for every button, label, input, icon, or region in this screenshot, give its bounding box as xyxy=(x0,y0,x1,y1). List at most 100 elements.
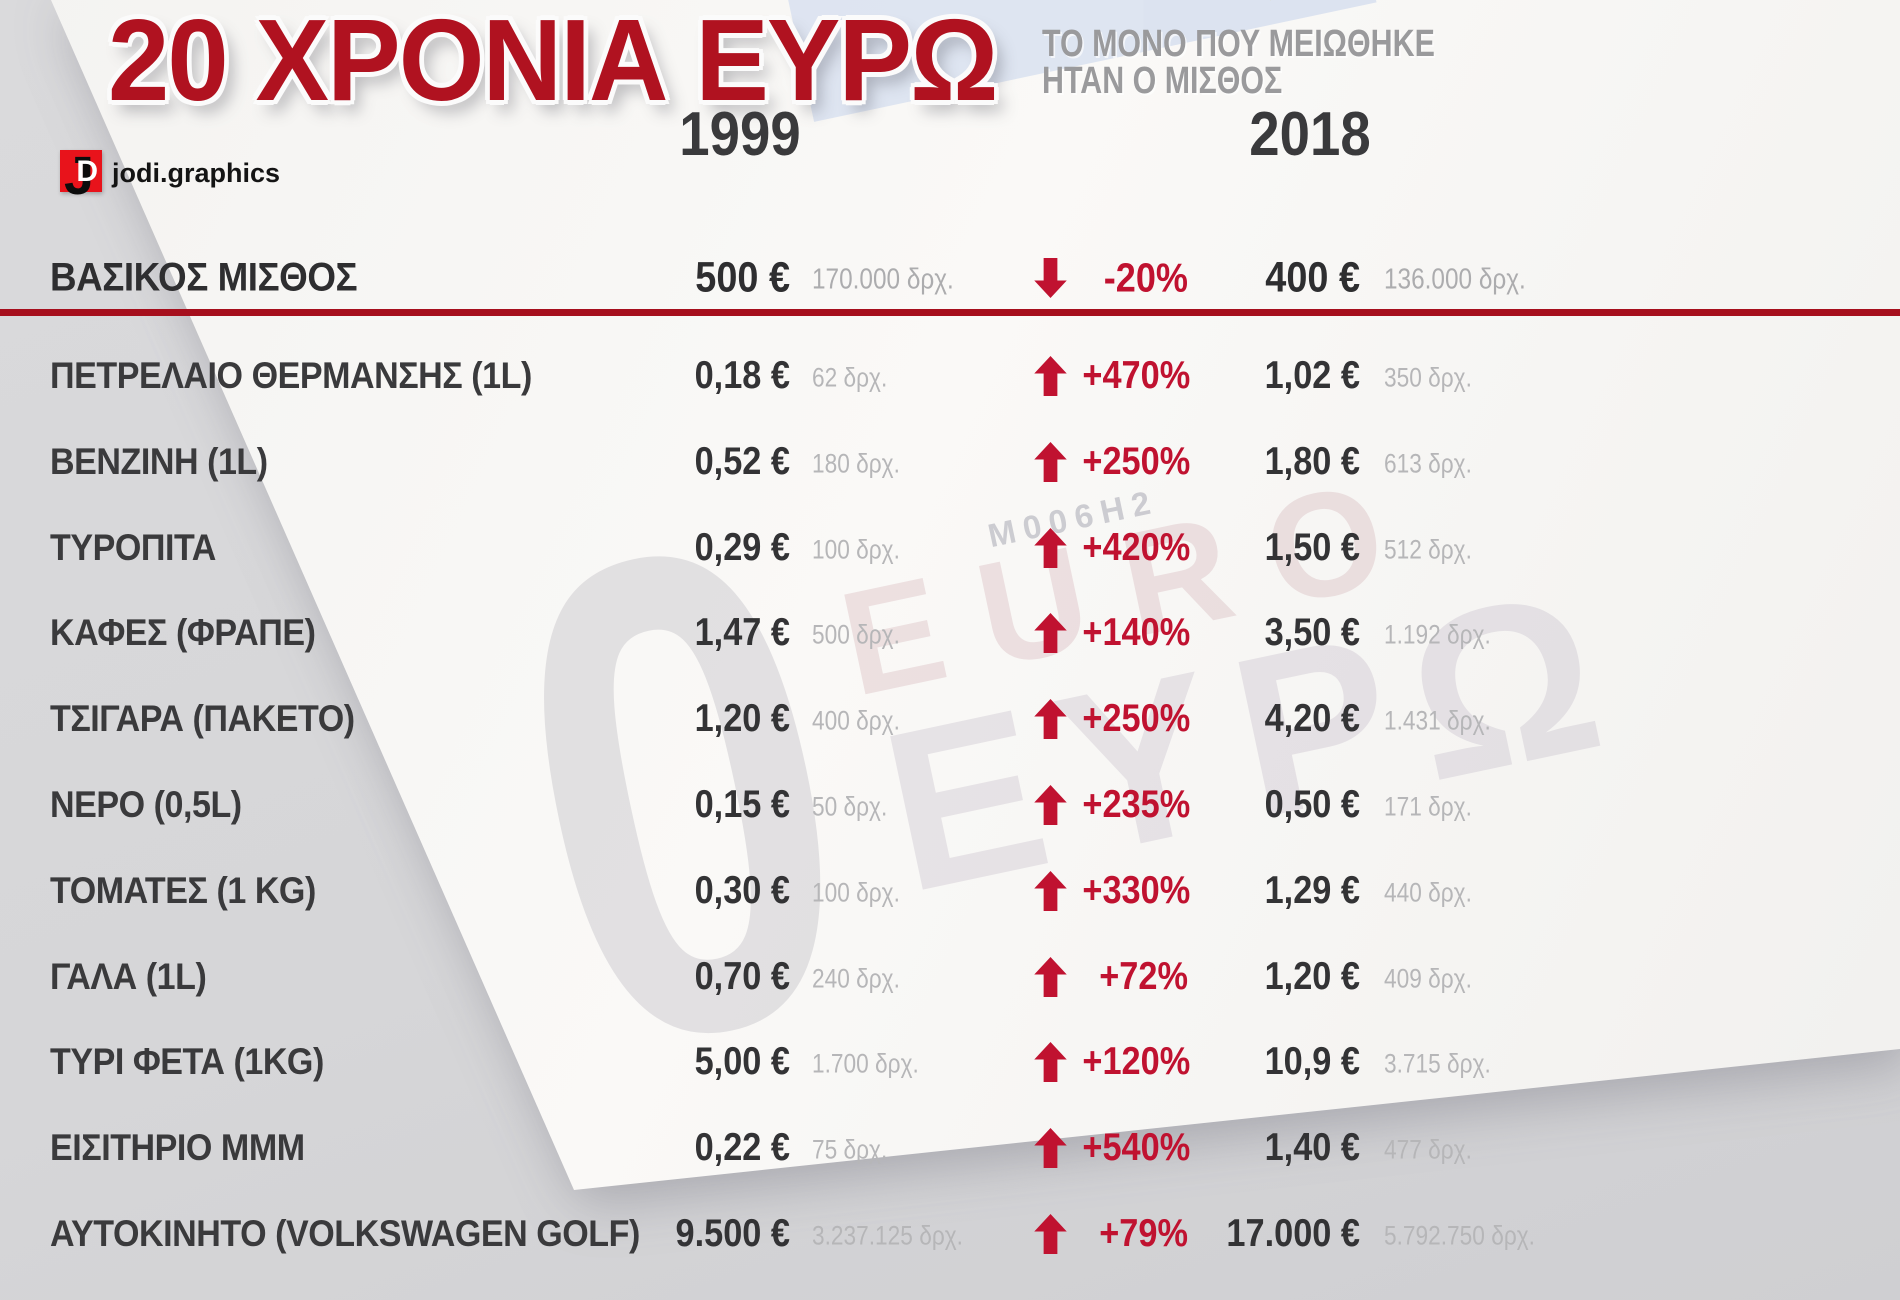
price-2018-eur: 1,80 € xyxy=(1264,439,1360,483)
table-row: ΒΕΝΖΙΝΗ (1L) 0,52 € 180 δρχ. +250% 1,80 … xyxy=(0,422,1900,502)
price-1999-eur: 0,52 € xyxy=(694,439,790,483)
trend-arrow-cell xyxy=(1028,870,1072,911)
percent-change: -20% xyxy=(1103,254,1188,301)
item-label: ΤΥΡΙ ΦΕΤΑ (1KG) xyxy=(50,1041,324,1083)
trend-arrow-cell xyxy=(1028,956,1072,997)
price-2018-eur: 1,50 € xyxy=(1264,525,1360,569)
trend-arrow-cell xyxy=(1028,699,1072,740)
trend-arrow-icon xyxy=(1033,1213,1067,1254)
price-2018-eur: 17.000 € xyxy=(1226,1211,1360,1255)
item-label: ΤΥΡΟΠΙΤΑ xyxy=(50,526,216,568)
price-2018-eur: 1,29 € xyxy=(1264,868,1360,912)
price-1999-drachma: 400 δρχ. xyxy=(812,705,900,736)
price-1999-eur: 1,20 € xyxy=(694,697,790,741)
trend-arrow-cell xyxy=(1028,1213,1072,1254)
price-2018-drachma: 5.792.750 δρχ. xyxy=(1384,1220,1535,1251)
item-label: ΒΕΝΖΙΝΗ (1L) xyxy=(50,440,268,482)
price-1999-eur: 0,15 € xyxy=(694,782,790,826)
price-1999-drachma: 240 δρχ. xyxy=(812,962,900,993)
trend-arrow-icon xyxy=(1033,956,1067,997)
trend-arrow-icon xyxy=(1033,613,1067,654)
price-1999-drachma: 170.000 δρχ. xyxy=(812,263,954,296)
price-rows: ΠΕΤΡΕΛΑΙΟ ΘΕΡΜΑΝΣΗΣ (1L) 0,18 € 62 δρχ. … xyxy=(0,336,1900,1274)
trend-arrow-icon xyxy=(1033,870,1067,911)
trend-arrow-icon xyxy=(1033,1128,1067,1169)
subtitle-line-1: ΤΟ ΜΟΝΟ ΠΟΥ ΜΕΙΩΘΗΚΕ xyxy=(1042,23,1435,65)
trend-arrow-icon xyxy=(1033,784,1067,825)
trend-arrow-cell xyxy=(1028,784,1072,825)
subtitle-line-2: ΗΤΑΝ Ο ΜΙΣΘΟΣ xyxy=(1042,60,1283,103)
trend-arrow-cell xyxy=(1028,258,1072,298)
price-2018-drachma: 477 δρχ. xyxy=(1384,1134,1472,1165)
price-1999-drachma: 75 δρχ. xyxy=(812,1134,888,1165)
price-2018-drachma: 3.715 δρχ. xyxy=(1384,1048,1491,1079)
price-2018-drachma: 1.431 δρχ. xyxy=(1384,705,1491,736)
page-subtitle: ΤΟ ΜΟΝΟ ΠΟΥ ΜΕΙΩΘΗΚΕ ΗΤΑΝ Ο ΜΙΣΘΟΣ xyxy=(1042,23,1435,103)
percent-change: +250% xyxy=(1082,439,1191,483)
price-2018-eur: 4,20 € xyxy=(1264,697,1360,741)
trend-arrow-icon xyxy=(1033,1042,1067,1083)
price-1999-eur: 0,29 € xyxy=(694,525,790,569)
logo-letter-d: D xyxy=(76,155,98,188)
price-2018-eur: 3,50 € xyxy=(1264,611,1360,655)
trend-arrow-cell xyxy=(1028,1128,1072,1169)
table-row: ΤΥΡΙ ΦΕΤΑ (1KG) 5,00 € 1.700 δρχ. +120% … xyxy=(0,1022,1900,1102)
price-1999-drachma: 1.700 δρχ. xyxy=(812,1048,919,1079)
percent-change: +250% xyxy=(1082,697,1191,741)
item-label: ΒΑΣΙΚΟΣ ΜΙΣΘΟΣ xyxy=(50,255,358,300)
table-row: ΤΣΙΓΑΡΑ (ΠΑΚΕΤΟ) 1,20 € 400 δρχ. +250% 4… xyxy=(0,679,1900,759)
price-1999-drachma: 50 δρχ. xyxy=(812,791,888,822)
price-1999-eur: 0,70 € xyxy=(694,954,790,998)
percent-change: +330% xyxy=(1082,868,1191,912)
percent-change: +540% xyxy=(1082,1126,1191,1170)
trend-arrow-cell xyxy=(1028,613,1072,654)
price-1999-drachma: 100 δρχ. xyxy=(812,877,900,908)
trend-arrow-icon xyxy=(1033,527,1067,568)
trend-arrow-cell xyxy=(1028,441,1072,482)
price-2018-eur: 10,9 € xyxy=(1264,1040,1360,1084)
table-row: ΕΙΣΙΤΗΡΙΟ ΜΜΜ 0,22 € 75 δρχ. +540% 1,40 … xyxy=(0,1108,1900,1188)
price-1999-eur: 500 € xyxy=(695,253,790,302)
percent-change: +470% xyxy=(1082,354,1191,397)
trend-arrow-icon xyxy=(1033,699,1067,740)
salary-arrow xyxy=(1033,258,1067,298)
column-header-1999: 1999 xyxy=(679,100,801,169)
table-row: ΠΕΤΡΕΛΑΙΟ ΘΕΡΜΑΝΣΗΣ (1L) 0,18 € 62 δρχ. … xyxy=(0,336,1900,416)
percent-change: +235% xyxy=(1082,782,1191,826)
column-header-2018: 2018 xyxy=(1249,100,1371,169)
price-2018-drachma: 350 δρχ. xyxy=(1384,362,1472,393)
table-row: ΝΕΡΟ (0,5L) 0,15 € 50 δρχ. +235% 0,50 € … xyxy=(0,765,1900,845)
table-row: ΑΥΤΟΚΙΝΗΤΟ (VOLKSWAGEN GOLF) 9.500 € 3.2… xyxy=(0,1194,1900,1274)
item-label: ΠΕΤΡΕΛΑΙΟ ΘΕΡΜΑΝΣΗΣ (1L) xyxy=(50,355,532,396)
percent-change: +420% xyxy=(1082,525,1191,569)
item-label: ΚΑΦΕΣ (ΦΡΑΠΕ) xyxy=(50,612,316,654)
price-2018-eur: 1,20 € xyxy=(1264,954,1360,998)
trend-arrow-icon xyxy=(1033,441,1067,482)
table-row: ΤΟΜΑΤΕΣ (1 KG) 0,30 € 100 δρχ. +330% 1,2… xyxy=(0,851,1900,931)
trend-arrow-icon xyxy=(1033,356,1067,396)
item-label: ΑΥΤΟΚΙΝΗΤΟ (VOLKSWAGEN GOLF) xyxy=(50,1212,640,1254)
item-label: ΕΙΣΙΤΗΡΙΟ ΜΜΜ xyxy=(50,1127,305,1169)
item-label: ΝΕΡΟ (0,5L) xyxy=(50,783,242,825)
price-1999-eur: 5,00 € xyxy=(694,1040,790,1084)
price-2018-drachma: 171 δρχ. xyxy=(1384,791,1472,822)
item-label: ΤΟΜΑΤΕΣ (1 KG) xyxy=(50,869,316,911)
price-2018-eur: 400 € xyxy=(1265,253,1360,302)
percent-change: +140% xyxy=(1082,611,1191,655)
salary-row: ΒΑΣΙΚΟΣ ΜΙΣΘΟΣ 500 € 170.000 δρχ. -20% 4… xyxy=(0,236,1900,320)
trend-arrow-cell xyxy=(1028,527,1072,568)
price-1999-eur: 0,30 € xyxy=(694,868,790,912)
table-row: ΤΥΡΟΠΙΤΑ 0,29 € 100 δρχ. +420% 1,50 € 51… xyxy=(0,508,1900,588)
logo-text: jodi.graphics xyxy=(112,158,281,188)
price-1999-eur: 0,22 € xyxy=(694,1126,790,1170)
price-2018-eur: 1,02 € xyxy=(1264,354,1360,397)
price-2018-eur: 1,40 € xyxy=(1264,1126,1360,1170)
logo-letter-j: J xyxy=(64,146,95,206)
price-2018-drachma: 440 δρχ. xyxy=(1384,877,1472,908)
price-1999-eur: 1,47 € xyxy=(694,611,790,655)
price-2018-drachma: 512 δρχ. xyxy=(1384,533,1472,564)
price-1999-eur: 9.500 € xyxy=(675,1211,790,1255)
